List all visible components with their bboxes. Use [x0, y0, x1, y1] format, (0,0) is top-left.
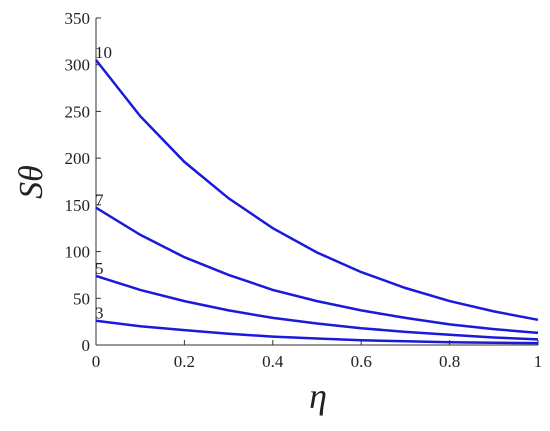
- series-line: [95, 206, 539, 335]
- y-axis-label: Sθ: [13, 165, 50, 199]
- x-tick-label: 0: [92, 352, 101, 371]
- x-tick-label: 0.2: [174, 352, 195, 371]
- y-tick-label: 250: [65, 102, 91, 121]
- y-tick-label: 50: [73, 289, 90, 308]
- y-tick-label: 200: [65, 149, 91, 168]
- series-line: [95, 274, 539, 341]
- x-tick-label: 0.6: [351, 352, 372, 371]
- y-tick-label: 150: [65, 196, 91, 215]
- series-line: [95, 319, 539, 345]
- y-tick-label: 300: [65, 56, 91, 75]
- series-line: [95, 59, 539, 322]
- y-tick-label: 0: [82, 336, 91, 355]
- y-tick-label: 350: [65, 9, 91, 28]
- x-axis-label: η: [309, 376, 327, 416]
- x-tick-label: 1: [534, 352, 543, 371]
- x-tick-label: 0.8: [439, 352, 460, 371]
- series-label: 5: [95, 259, 104, 278]
- y-tick-label: 100: [65, 243, 91, 262]
- x-tick-label: 0.4: [262, 352, 284, 371]
- series-label: 3: [95, 304, 104, 323]
- series-label: 10: [95, 43, 112, 62]
- series-label: 7: [95, 191, 104, 210]
